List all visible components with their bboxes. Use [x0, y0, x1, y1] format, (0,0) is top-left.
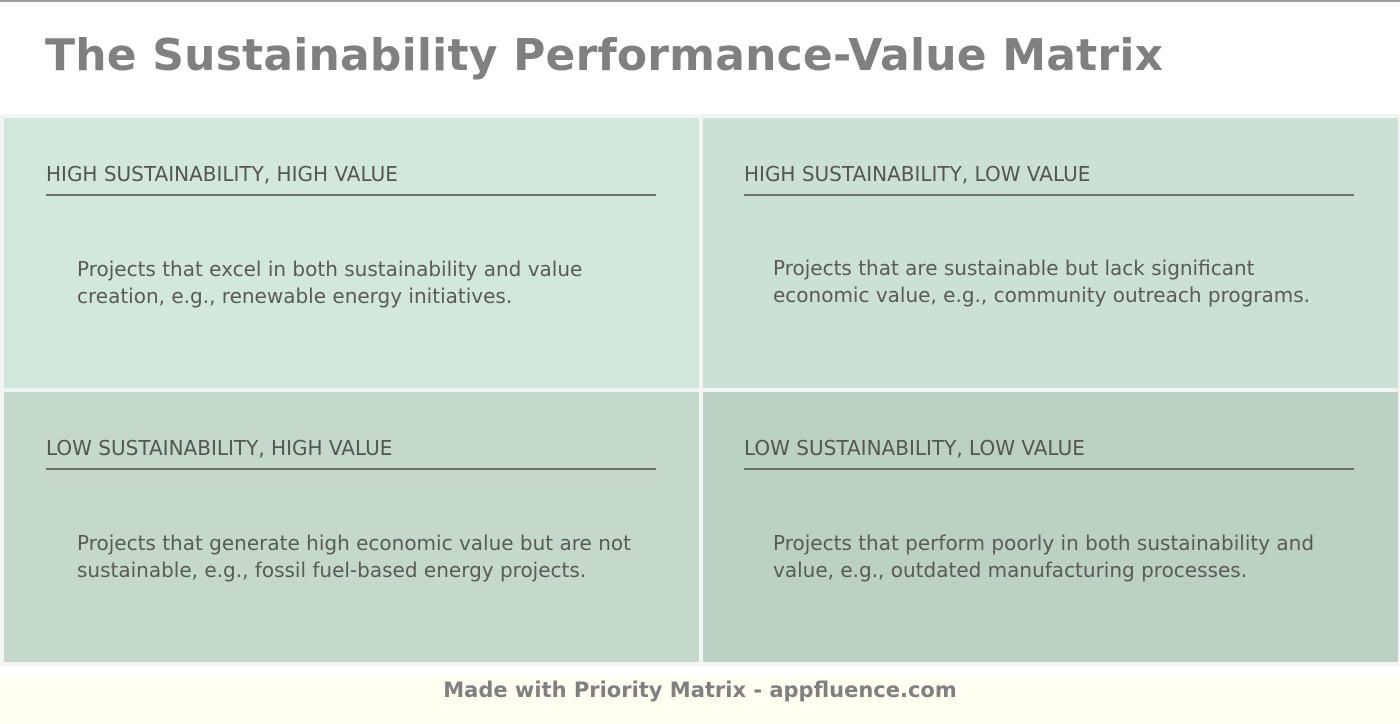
quadrant-high-sustainability-low-value: HIGH SUSTAINABILITY, LOW VALUE Projects … [703, 118, 1398, 388]
quadrant-low-sustainability-low-value: LOW SUSTAINABILITY, LOW VALUE Projects t… [703, 392, 1398, 662]
quadrant-low-sustainability-high-value: LOW SUSTAINABILITY, HIGH VALUE Projects … [4, 392, 699, 662]
footer: Made with Priority Matrix - appfluence.c… [0, 675, 1400, 724]
quadrant-high-sustainability-high-value: HIGH SUSTAINABILITY, HIGH VALUE Projects… [4, 118, 699, 388]
page-title: The Sustainability Performance-Value Mat… [45, 30, 1164, 81]
quadrant-heading: HIGH SUSTAINABILITY, LOW VALUE [744, 162, 1354, 196]
quadrant-heading: LOW SUSTAINABILITY, LOW VALUE [744, 436, 1354, 470]
quadrant-heading: HIGH SUSTAINABILITY, HIGH VALUE [46, 162, 656, 196]
quadrant-description: Projects that are sustainable but lack s… [773, 256, 1311, 307]
quadrant-description: Projects that perform poorly in both sus… [773, 531, 1315, 582]
quadrant-description: Projects that excel in both sustainabili… [77, 257, 583, 308]
quadrant-heading: LOW SUSTAINABILITY, HIGH VALUE [46, 436, 656, 470]
matrix-grid: HIGH SUSTAINABILITY, HIGH VALUE Projects… [0, 114, 1400, 666]
quadrant-description: Projects that generate high economic val… [77, 531, 631, 582]
footer-credit: Made with Priority Matrix - appfluence.c… [443, 678, 957, 702]
top-border [0, 0, 1400, 2]
